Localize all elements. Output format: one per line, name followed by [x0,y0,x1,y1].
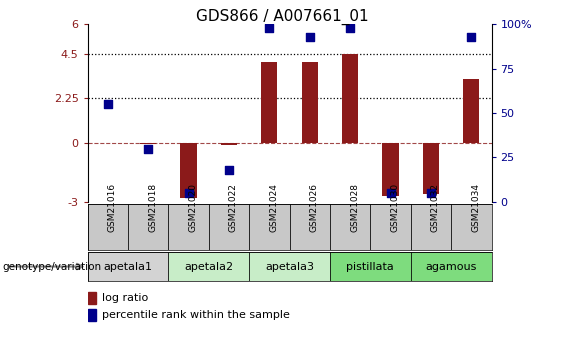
Bar [140,142,157,144]
Bar [88,292,97,304]
Text: GSM21034: GSM21034 [471,183,480,232]
Point [144,146,153,151]
Text: apetala1: apetala1 [103,262,153,272]
Bar [180,142,197,198]
Point [224,167,233,172]
Bar [88,204,128,250]
Point [346,25,355,30]
Text: GSM21030: GSM21030 [390,183,399,232]
Text: GDS866 / A007661_01: GDS866 / A007661_01 [196,9,369,25]
Bar [221,142,237,145]
Bar [128,204,168,250]
Text: genotype/variation: genotype/variation [3,262,102,272]
Text: agamous: agamous [425,262,477,272]
Text: apetala3: apetala3 [265,262,314,272]
Point [184,190,193,196]
Bar [249,204,289,250]
Point [265,25,274,30]
Text: GSM21016: GSM21016 [108,183,117,232]
Bar [88,309,97,321]
Bar [411,204,451,250]
Bar [451,204,492,250]
Text: GSM21020: GSM21020 [189,183,198,232]
Bar [371,204,411,250]
Point [305,34,314,39]
Bar [168,204,209,250]
Bar [261,62,277,142]
Bar [330,204,371,250]
Point [427,190,436,196]
Text: GSM21018: GSM21018 [148,183,157,232]
Bar [330,252,411,281]
Bar [302,62,318,142]
Bar [209,204,249,250]
Text: GSM21026: GSM21026 [310,183,319,232]
Bar [249,252,330,281]
Text: GSM21032: GSM21032 [431,183,440,232]
Bar [463,79,480,142]
Bar [168,252,249,281]
Text: GSM21028: GSM21028 [350,183,359,232]
Text: apetala2: apetala2 [184,262,233,272]
Text: percentile rank within the sample: percentile rank within the sample [102,310,290,320]
Text: log ratio: log ratio [102,293,148,303]
Text: pistillata: pistillata [346,262,394,272]
Bar [423,142,439,194]
Point [386,190,395,196]
Bar [88,252,168,281]
Bar [383,142,399,196]
Text: GSM21024: GSM21024 [270,183,279,232]
Bar [411,252,492,281]
Bar [342,54,358,142]
Bar [290,204,330,250]
Point [103,101,112,107]
Point [467,34,476,39]
Text: GSM21022: GSM21022 [229,183,238,232]
